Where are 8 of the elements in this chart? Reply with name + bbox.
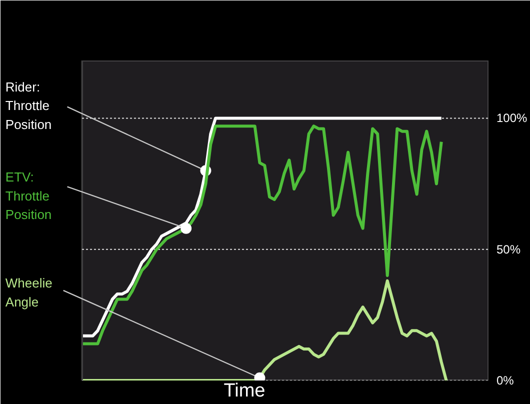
y-tick-label: 50% xyxy=(496,242,521,256)
line-series xyxy=(81,279,448,380)
x-axis-title: Time xyxy=(224,380,266,402)
y-tick-label: 0% xyxy=(496,374,514,388)
text: Wheelie Angle xyxy=(5,276,52,310)
y-tick-label: 100% xyxy=(496,111,528,126)
text: Rider: Throttle Position xyxy=(5,79,52,132)
text: ETV: Throttle Position xyxy=(5,170,52,222)
